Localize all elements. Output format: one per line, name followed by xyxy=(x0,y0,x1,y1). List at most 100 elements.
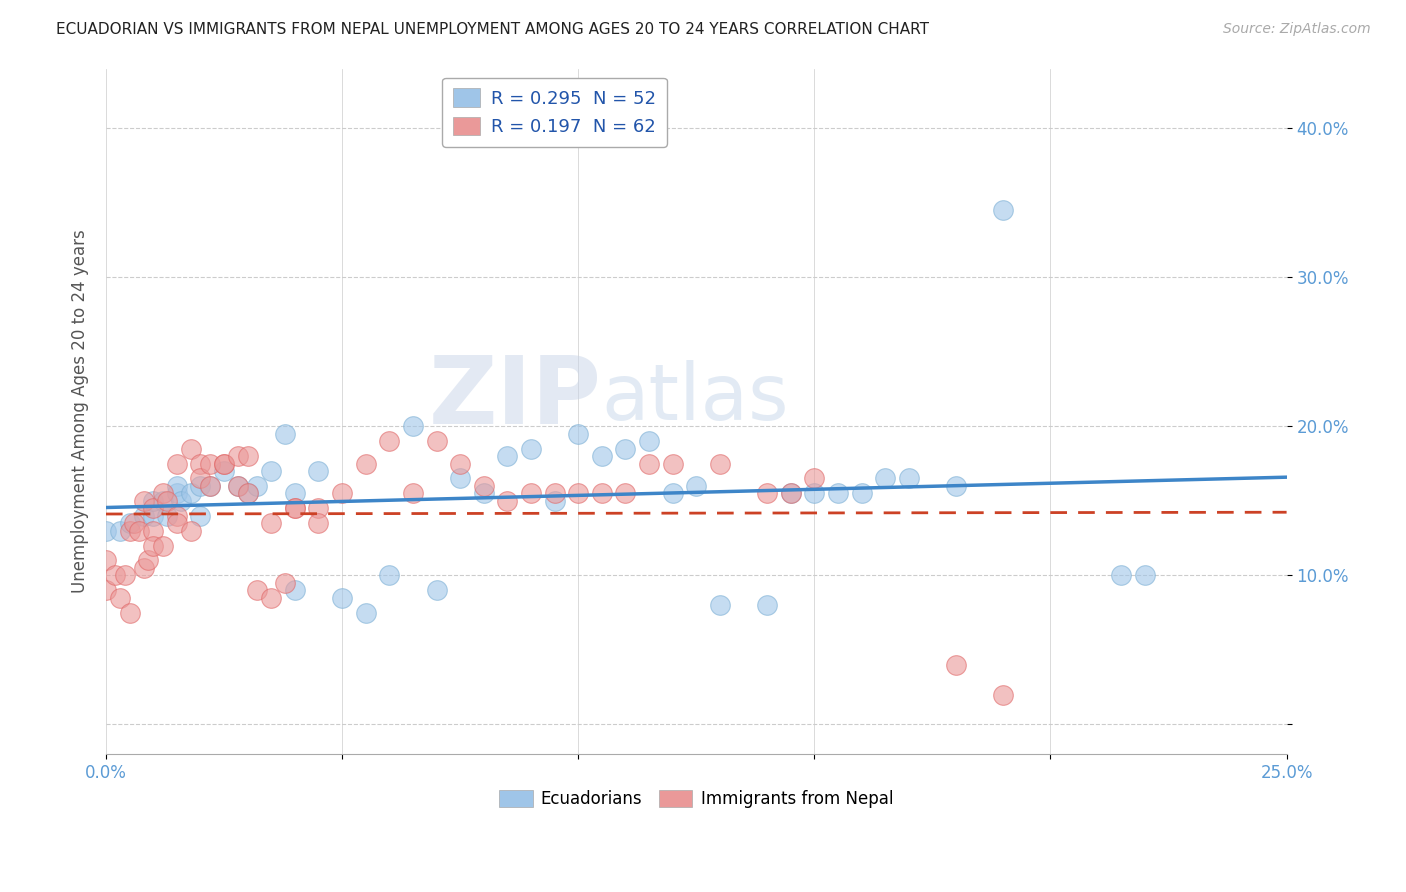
Point xyxy=(472,486,495,500)
Point xyxy=(236,449,259,463)
Point xyxy=(226,479,249,493)
Point xyxy=(142,539,165,553)
Point xyxy=(330,486,353,500)
Point xyxy=(661,486,683,500)
Point xyxy=(118,516,141,531)
Point xyxy=(246,479,269,493)
Point xyxy=(756,598,779,612)
Point xyxy=(166,479,188,493)
Point xyxy=(156,493,179,508)
Point xyxy=(284,583,307,598)
Point xyxy=(166,508,188,523)
Point xyxy=(543,486,565,500)
Point xyxy=(108,524,131,538)
Point xyxy=(307,501,329,516)
Point xyxy=(897,471,920,485)
Point xyxy=(260,591,283,605)
Point xyxy=(449,471,471,485)
Point xyxy=(190,457,212,471)
Point xyxy=(156,508,179,523)
Point xyxy=(142,508,165,523)
Point xyxy=(803,471,825,485)
Point xyxy=(567,486,589,500)
Point xyxy=(108,591,131,605)
Point xyxy=(354,457,377,471)
Point xyxy=(122,516,145,531)
Point xyxy=(212,457,235,471)
Point xyxy=(709,457,731,471)
Point xyxy=(166,457,188,471)
Point xyxy=(851,486,873,500)
Point xyxy=(803,486,825,500)
Point xyxy=(543,493,565,508)
Text: atlas: atlas xyxy=(602,359,789,435)
Text: ECUADORIAN VS IMMIGRANTS FROM NEPAL UNEMPLOYMENT AMONG AGES 20 TO 24 YEARS CORRE: ECUADORIAN VS IMMIGRANTS FROM NEPAL UNEM… xyxy=(56,22,929,37)
Point xyxy=(354,606,377,620)
Y-axis label: Unemployment Among Ages 20 to 24 years: Unemployment Among Ages 20 to 24 years xyxy=(72,229,89,593)
Point xyxy=(94,583,117,598)
Point xyxy=(180,486,202,500)
Point xyxy=(402,419,425,434)
Point xyxy=(236,486,259,500)
Point xyxy=(307,516,329,531)
Point xyxy=(118,524,141,538)
Point xyxy=(402,486,425,500)
Text: ZIP: ZIP xyxy=(429,351,602,443)
Point xyxy=(198,479,221,493)
Point xyxy=(104,568,127,582)
Point xyxy=(567,426,589,441)
Point xyxy=(685,479,707,493)
Point xyxy=(166,486,188,500)
Point xyxy=(284,501,307,516)
Point xyxy=(246,583,269,598)
Point xyxy=(132,508,155,523)
Point xyxy=(945,657,967,672)
Point xyxy=(152,539,174,553)
Point xyxy=(779,486,801,500)
Point xyxy=(170,493,193,508)
Point xyxy=(496,449,519,463)
Point xyxy=(330,591,353,605)
Point xyxy=(212,457,235,471)
Point xyxy=(1133,568,1156,582)
Point xyxy=(138,553,160,567)
Point xyxy=(128,524,150,538)
Point xyxy=(520,486,543,500)
Point xyxy=(142,524,165,538)
Legend: Ecuadorians, Immigrants from Nepal: Ecuadorians, Immigrants from Nepal xyxy=(492,783,900,814)
Point xyxy=(425,583,447,598)
Point xyxy=(180,524,202,538)
Point xyxy=(614,486,637,500)
Point xyxy=(260,464,283,478)
Point xyxy=(449,457,471,471)
Point xyxy=(945,479,967,493)
Point xyxy=(190,479,212,493)
Point xyxy=(661,457,683,471)
Point xyxy=(827,486,849,500)
Point xyxy=(520,442,543,456)
Point xyxy=(190,508,212,523)
Point xyxy=(779,486,801,500)
Point xyxy=(198,457,221,471)
Point xyxy=(236,486,259,500)
Point xyxy=(142,501,165,516)
Point xyxy=(274,426,297,441)
Point xyxy=(118,606,141,620)
Point xyxy=(472,479,495,493)
Point xyxy=(226,449,249,463)
Point xyxy=(284,501,307,516)
Point xyxy=(614,442,637,456)
Point xyxy=(496,493,519,508)
Point xyxy=(1111,568,1133,582)
Point xyxy=(591,449,613,463)
Point xyxy=(638,457,661,471)
Point xyxy=(152,493,174,508)
Point xyxy=(180,442,202,456)
Text: Source: ZipAtlas.com: Source: ZipAtlas.com xyxy=(1223,22,1371,37)
Point xyxy=(378,434,401,449)
Point xyxy=(152,486,174,500)
Point xyxy=(132,493,155,508)
Point xyxy=(591,486,613,500)
Point xyxy=(94,524,117,538)
Point xyxy=(307,464,329,478)
